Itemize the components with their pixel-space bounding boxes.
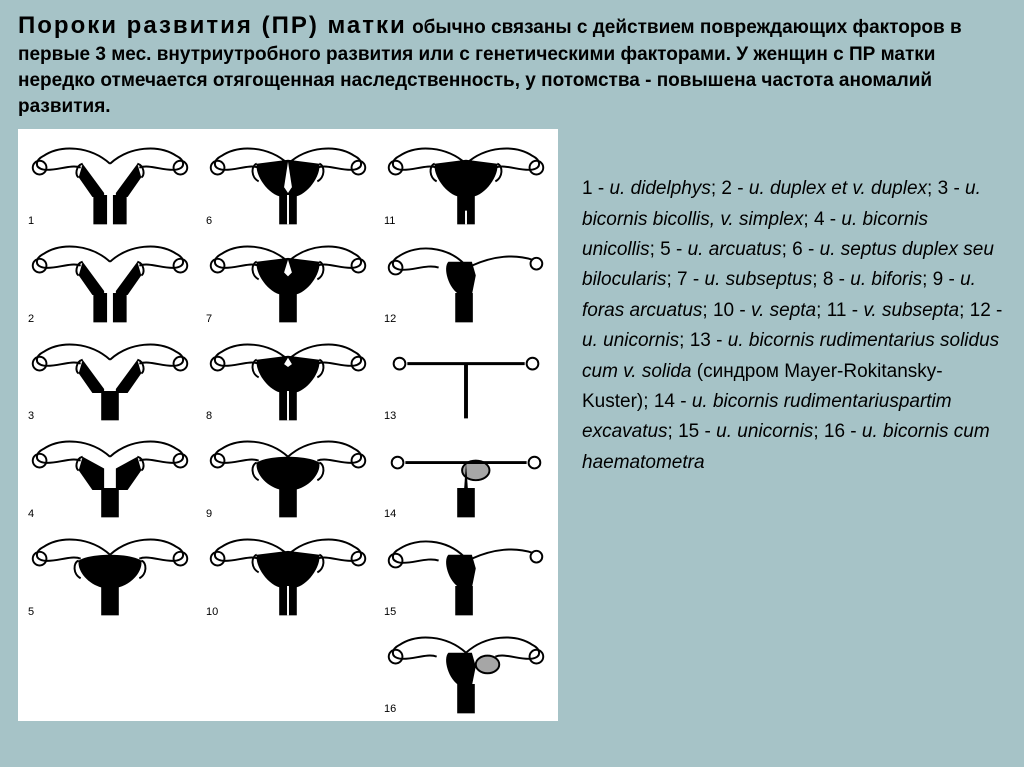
diagram-cell-10: 10 [200,524,376,620]
cell-label: 12 [384,313,396,325]
cell-label: 3 [28,410,34,422]
uterus-icon-foras_arcuatus [200,426,376,522]
cell-label: 5 [28,606,34,618]
diagram-cell-2: 2 [22,231,198,327]
diagram-cell-empty [22,622,198,718]
cell-label: 9 [206,508,212,520]
uterus-icon-biforis [200,329,376,425]
uterus-icon-unicornis2 [378,524,554,620]
uterus-icon-bicornis_unicollis [22,426,198,522]
uterus-icon-septus_duplex [200,133,376,229]
uterus-icon-duplex [22,231,198,327]
diagram-cell-6: 6 [200,133,376,229]
cell-label: 1 [28,215,34,227]
cell-label: 14 [384,508,396,520]
diagram-cell-11: 11 [378,133,554,229]
diagram-cell-8: 8 [200,329,376,425]
uterus-icon-bicornis_bicollis [22,329,198,425]
cell-label: 16 [384,703,396,715]
cell-label: 15 [384,606,396,618]
diagram-cell-3: 3 [22,329,198,425]
uterus-icon-arcuatus [22,524,198,620]
diagram-cell-empty [200,622,376,718]
diagram-cell-13: 13 [378,329,554,425]
cell-label: 13 [384,410,396,422]
uterus-icon-v_septa [200,524,376,620]
diagram-cell-12: 12 [378,231,554,327]
uterus-icon-bicornis_rud_excavatus [378,426,554,522]
diagram-cell-14: 14 [378,426,554,522]
cell-label: 7 [206,313,212,325]
uterus-icon-bicornis_rudimentarius [378,329,554,425]
uterus-icon-unicornis [378,231,554,327]
diagram-cell-15: 15 [378,524,554,620]
cell-label: 4 [28,508,34,520]
cell-label: 2 [28,313,34,325]
uterus-icon-didelphys [22,133,198,229]
uterus-icon-subseptus [200,231,376,327]
diagram-cell-1: 1 [22,133,198,229]
cell-label: 8 [206,410,212,422]
cell-label: 6 [206,215,212,227]
diagram-cell-4: 4 [22,426,198,522]
diagram-cell-16: 16 [378,622,554,718]
content-row: 1 2 3 [18,129,1006,721]
cell-label: 10 [206,606,218,618]
legend-panel: 1 - u. didelphys; 2 - u. duplex et v. du… [582,129,1006,478]
diagram-panel: 1 2 3 [18,129,558,721]
header-title: Пороки развития (ПР) матки [18,12,407,39]
diagram-cell-5: 5 [22,524,198,620]
cell-label: 11 [384,215,395,227]
uterus-icon-bicornis_haematometra [378,622,554,718]
diagram-cell-7: 7 [200,231,376,327]
uterus-icon-v_subsepta [378,133,554,229]
legend-text: 1 - u. didelphys; 2 - u. duplex et v. du… [582,174,1006,478]
header-paragraph: Пороки развития (ПР) матки обычно связан… [18,10,1006,119]
diagram-cell-9: 9 [200,426,376,522]
